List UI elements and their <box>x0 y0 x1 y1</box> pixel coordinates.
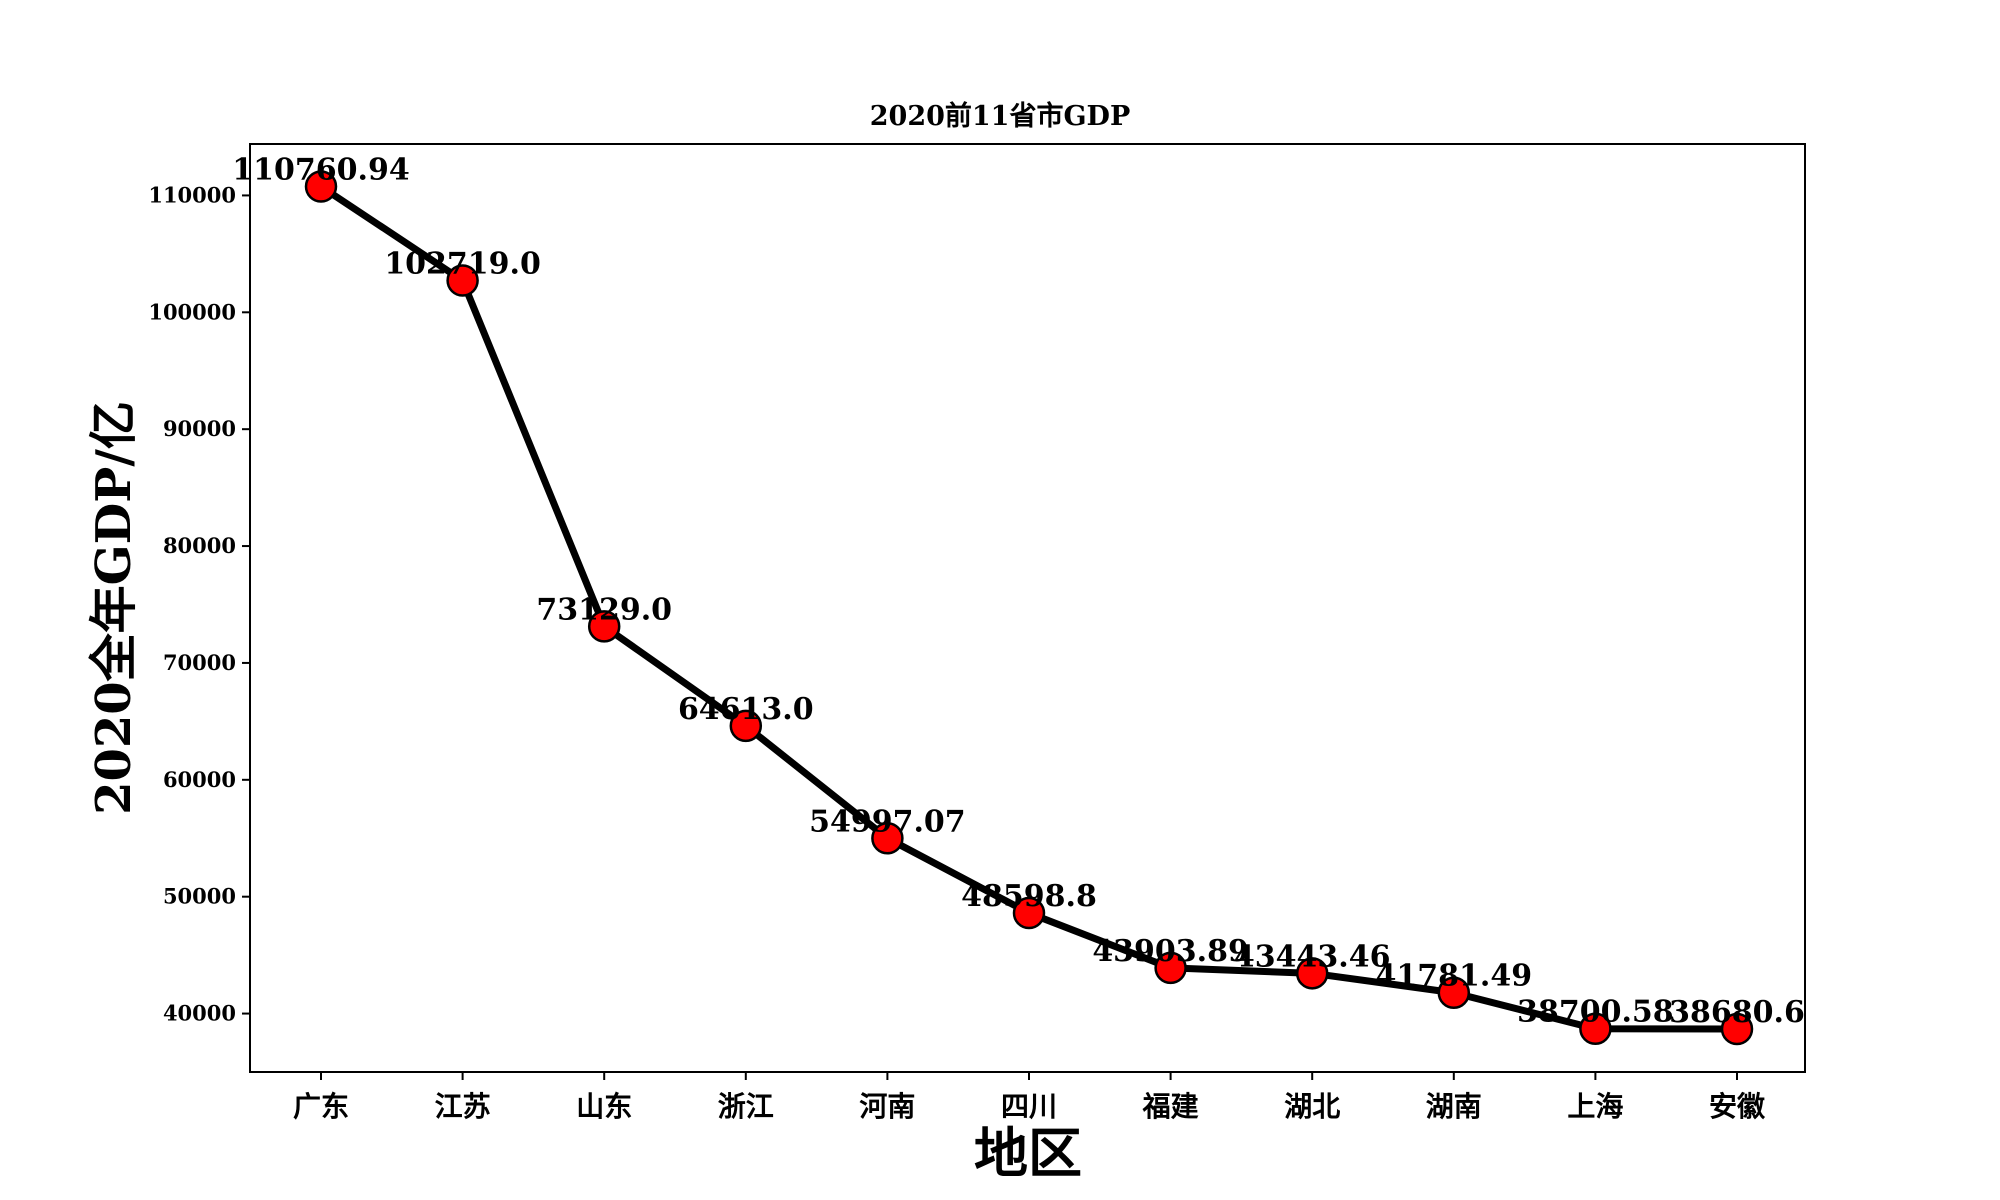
x-tick-label: 安徽 <box>1709 1090 1766 1123</box>
x-tick-label: 广东 <box>293 1090 349 1123</box>
x-tick-label: 河南 <box>859 1090 915 1123</box>
y-tick-label: 110000 <box>148 182 236 207</box>
y-tick-label: 40000 <box>163 1001 236 1026</box>
chart-title: 2020前11省市GDP <box>870 100 1131 132</box>
x-axis-label: 地区 <box>974 1121 1082 1185</box>
data-label: 38700.58 <box>1517 995 1674 1030</box>
data-label: 41781.49 <box>1376 959 1533 994</box>
y-tick-label: 60000 <box>163 767 236 792</box>
data-label: 102719.0 <box>384 247 541 282</box>
y-tick-label: 70000 <box>163 650 236 675</box>
data-label: 43443.46 <box>1234 939 1391 974</box>
y-axis-label: 2020全年GDP/亿 <box>86 401 142 815</box>
data-label: 43903.89 <box>1092 934 1249 969</box>
data-label: 48598.8 <box>961 879 1097 914</box>
y-axis: 40000 50000 60000 70000 80000 90000 100000 1100… <box>148 182 250 1025</box>
x-tick-label: 湖南 <box>1426 1090 1482 1123</box>
plot-frame <box>250 144 1805 1072</box>
x-tick-label: 四川 <box>1001 1090 1057 1123</box>
data-label: 110760.94 <box>232 153 409 188</box>
x-tick-label: 上海 <box>1567 1090 1623 1123</box>
data-label: 64613.0 <box>678 692 814 727</box>
x-tick-label: 福建 <box>1142 1090 1199 1123</box>
data-label: 38680.6 <box>1669 995 1805 1030</box>
x-axis: 广东 江苏 山东 浙江 河南 四川 福建 湖北 湖南 上海 安徽 <box>293 1072 1766 1123</box>
x-tick-label: 湖北 <box>1284 1090 1340 1123</box>
y-tick-label: 90000 <box>163 416 236 441</box>
x-tick-label: 山东 <box>576 1090 632 1123</box>
x-tick-label: 浙江 <box>718 1090 774 1123</box>
y-tick-label: 100000 <box>148 299 236 324</box>
y-tick-label: 80000 <box>163 533 236 558</box>
x-tick-label: 江苏 <box>435 1090 491 1123</box>
data-label: 73129.0 <box>536 592 672 627</box>
data-label: 54997.07 <box>809 804 966 839</box>
y-tick-label: 50000 <box>163 884 236 909</box>
